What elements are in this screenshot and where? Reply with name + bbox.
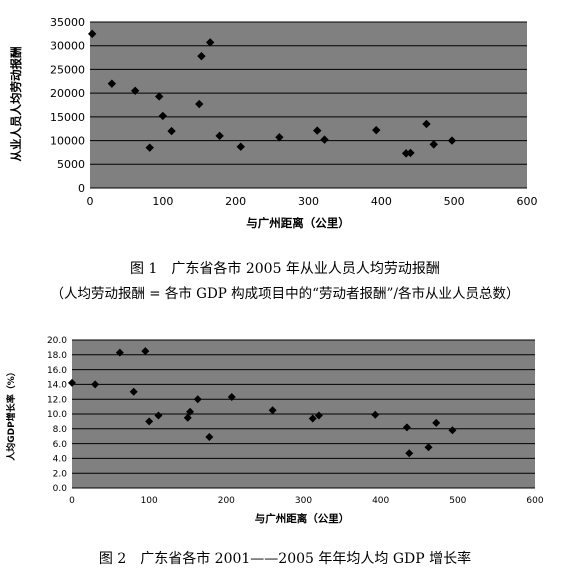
data-point [406,148,415,158]
data-point [447,136,457,145]
data-point [424,443,433,452]
y-tick-label: 18.0 [47,351,67,361]
y-tick-label: 12.0 [47,395,67,405]
data-point [320,135,329,144]
y-tick-label: 10000 [50,135,85,148]
y-tick-label: 14.0 [47,381,67,391]
x-tick-label: 600 [526,496,543,506]
data-point [87,29,97,39]
figure-1-caption: 图 1 广东省各市 2005 年从业人员人均劳动报酬 [130,261,440,277]
data-point [154,411,163,420]
data-point [268,406,277,415]
y-tick-label: 15000 [50,111,85,124]
x-tick-label: 200 [225,195,246,208]
y-tick-label: 25000 [50,63,85,76]
data-point [371,410,380,419]
x-tick-label: 600 [517,195,538,208]
y-tick-label: 16.0 [47,366,67,376]
data-point [193,395,202,404]
x-tick-label: 400 [372,496,389,506]
y-tick-label: 10.0 [47,410,67,420]
labor-compensation-scatter-chart: 0 5000 10000 15000 20000 25000 30000 35000 0 100… [9,16,538,230]
data-point [68,378,76,387]
x-tick-label: 200 [218,496,235,506]
data-point [236,142,245,151]
x-tick-label: 0 [87,195,94,208]
data-point [167,126,176,136]
data-point [215,131,224,141]
data-point [227,392,236,401]
data-point [141,347,150,356]
data-point [154,92,164,101]
x-tick-label: 100 [141,496,158,506]
y-tick-label: 20.0 [47,336,67,346]
x-tick-label: 100 [152,195,173,208]
data-point [186,407,195,416]
data-point [432,418,441,427]
y-tick-label: 35000 [50,16,85,29]
x-tick-label: 400 [371,195,392,208]
x-tick-label: 500 [449,496,466,506]
data-point [195,99,204,109]
data-point [429,140,438,149]
x-tick-label: 300 [298,195,319,208]
data-point [158,111,168,121]
data-point [405,449,414,458]
data-point [313,126,322,135]
data-point [422,119,431,129]
y-axis-label: 从业人员人均劳动报酬 [9,47,23,162]
figure-1-note: （人均劳动报酬 = 各市 GDP 构成项目中的“劳动者报酬”/各市从业人员总数） [50,286,520,302]
data-point [91,380,100,389]
plot-area [90,22,527,188]
y-tick-label: 2.0 [53,469,68,479]
y-tick-label: 20000 [50,87,85,100]
y-tick-label: 0 [78,182,85,195]
x-tick-label: 500 [444,195,465,208]
y-tick-label: 6.0 [53,440,68,450]
data-point [115,348,124,357]
data-point [183,413,192,422]
y-tick-label: 0.0 [53,484,68,494]
data-point [197,51,206,61]
x-axis-label: 与广州距离（公里） [255,512,350,525]
data-point [145,143,154,152]
x-tick-label: 0 [69,496,75,506]
data-point [308,414,317,423]
y-tick-label: 5000 [57,158,85,171]
x-axis-label: 与广州距离（公里） [246,216,350,230]
data-point [314,411,323,420]
data-point [372,125,381,135]
data-point [145,417,154,426]
data-point [129,387,138,396]
y-tick-label: 4.0 [53,455,68,465]
data-point [448,426,457,435]
x-tick-label: 300 [295,496,312,506]
figure-2-caption: 图 2 广东省各市 2001——2005 年年均人均 GDP 增长率 [98,551,472,567]
gdp-growth-scatter-chart: 0.02.04.06.08.010.012.014.016.018.020.0 … [5,336,544,525]
data-point [402,423,411,432]
data-point [205,432,214,441]
y-axis-label: 人均GDP增长率（%） [5,367,17,461]
data-point [107,79,117,88]
data-point [205,38,215,47]
data-point [130,86,140,95]
y-tick-label: 30000 [50,40,85,53]
y-tick-label: 8.0 [53,425,68,435]
data-point [275,133,284,142]
